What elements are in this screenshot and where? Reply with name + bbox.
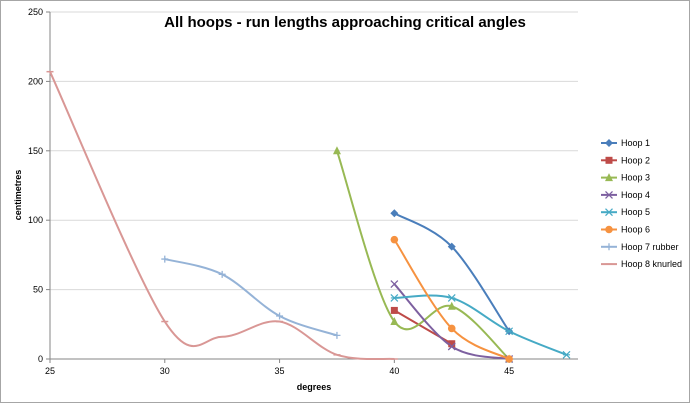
data-point-hoop-3: [390, 317, 399, 326]
legend-label-hoop-5: Hoop 5: [621, 207, 650, 217]
data-point-hoop-1: [447, 242, 456, 251]
x-tick-label: 30: [160, 366, 170, 376]
legend-label-hoop-7-rubber: Hoop 7 rubber: [621, 242, 679, 252]
legend-marker-hoop-7-rubber: [605, 243, 613, 251]
y-tick-label: 0: [38, 354, 43, 364]
gridlines: [46, 11, 578, 363]
legend-marker-hoop-4: [605, 190, 613, 199]
legend-marker-hoop-2: [605, 156, 613, 164]
legend-label-hoop-3: Hoop 3: [621, 173, 650, 183]
legend-marker-hoop-5: [605, 208, 613, 217]
x-tick-label: 35: [275, 366, 285, 376]
y-tick-label: 100: [28, 215, 43, 225]
legend-label-hoop-6: Hoop 6: [621, 225, 650, 235]
y-tick-label: 250: [28, 7, 43, 17]
series-line-hoop-8-knurled: [49, 71, 395, 361]
data-point-hoop-7-rubber: [161, 255, 169, 263]
x-tick-label: 25: [45, 366, 55, 376]
series-line-hoop-1: [393, 212, 510, 332]
data-point-hoop-7-rubber: [276, 312, 284, 320]
data-point-hoop-4: [447, 342, 456, 351]
x-tick-label: 45: [504, 366, 514, 376]
data-point-hoop-5: [562, 350, 571, 359]
data-point-hoop-3: [447, 301, 456, 310]
y-tick-label: 150: [28, 146, 43, 156]
y-tick-label: 200: [28, 76, 43, 86]
data-point-hoop-4: [390, 280, 399, 289]
x-tick-label: 40: [389, 366, 399, 376]
data-point-hoop-2: [390, 306, 398, 314]
x-axis-label: degrees: [297, 382, 332, 392]
data-point-hoop-5: [505, 327, 514, 336]
markers: [46, 70, 571, 363]
data-point-hoop-5: [447, 294, 456, 302]
data-point-hoop-1: [390, 209, 399, 218]
legend-label-hoop-2: Hoop 2: [621, 155, 650, 165]
data-point-hoop-6: [447, 324, 456, 333]
chart-title: All hoops - run lengths approaching crit…: [164, 14, 526, 31]
y-tick-label: 50: [33, 285, 43, 295]
legend-marker-hoop-6: [605, 225, 613, 234]
data-point-hoop-3: [332, 146, 341, 155]
data-point-hoop-7-rubber: [333, 331, 341, 339]
tick-labels: 0 50 100 150 200 250 25 30 35 40 45: [28, 7, 514, 376]
data-point-hoop-2: [448, 340, 456, 348]
data-point-hoop-6: [390, 235, 399, 244]
legend-label-hoop-4: Hoop 4: [621, 190, 650, 200]
y-axis-label: centimetres: [13, 170, 23, 221]
legend-label-hoop-1: Hoop 1: [621, 138, 650, 148]
data-point-hoop-7-rubber: [218, 270, 226, 278]
series: [49, 71, 567, 361]
legend: Hoop 1 Hoop 2 Hoop 3 Hoop 4 Hoop 5 Hoop 6 Hoop…: [601, 138, 682, 269]
legend-marker-hoop-3: [605, 173, 613, 182]
legend-label-hoop-8-knurled: Hoop 8 knurled: [621, 259, 682, 269]
data-point-hoop-5: [390, 294, 399, 302]
axes: [49, 12, 578, 360]
data-point-hoop-6: [505, 355, 513, 363]
legend-marker-hoop-1: [605, 139, 613, 147]
series-line-hoop-3: [336, 150, 510, 360]
series-line-hoop-5: [394, 294, 567, 356]
series-line-hoop-7-rubber: [164, 258, 338, 337]
